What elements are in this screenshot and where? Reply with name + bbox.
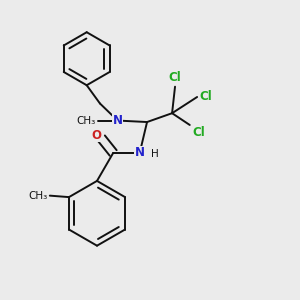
Text: Cl: Cl <box>200 90 212 103</box>
Text: Cl: Cl <box>169 71 182 84</box>
Text: Cl: Cl <box>192 126 205 140</box>
Text: N: N <box>135 146 145 159</box>
Text: CH₃: CH₃ <box>77 116 96 126</box>
Text: CH₃: CH₃ <box>28 190 47 201</box>
Text: H: H <box>151 148 159 158</box>
Text: N: N <box>112 114 123 127</box>
Text: O: O <box>91 129 101 142</box>
